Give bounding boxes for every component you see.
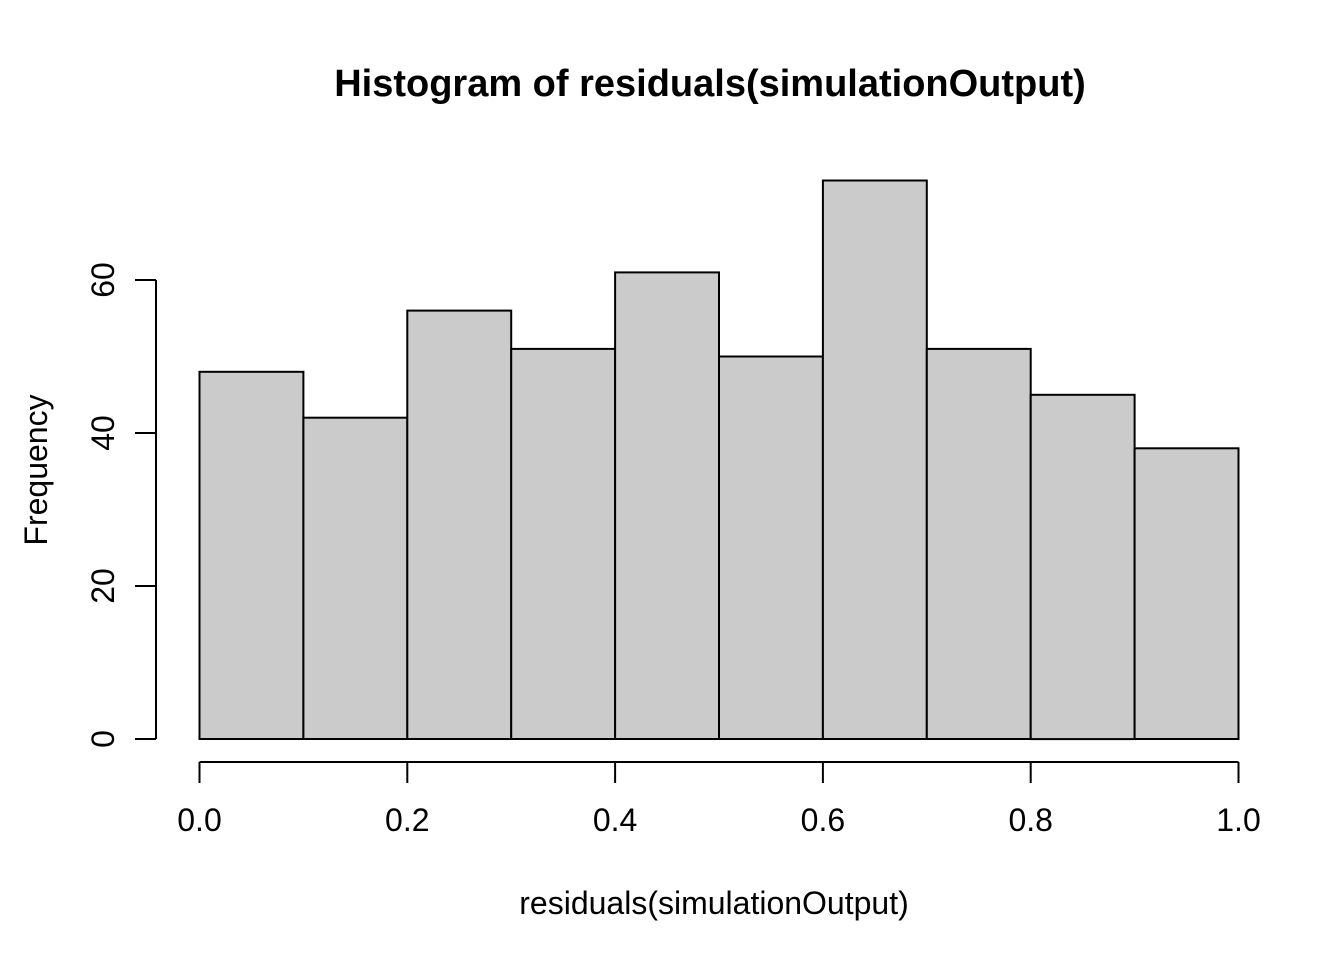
bars-group [198,179,1240,741]
y-axis-label: Frequency [18,394,54,545]
x-tick-label: 0.0 [177,802,221,838]
histogram-bar [1133,447,1240,740]
x-axis-label: residuals(simulationOutput) [519,885,909,921]
histogram-bar [302,416,409,740]
x-tick-label: 0.8 [1008,802,1052,838]
x-tick-label: 1.0 [1216,802,1260,838]
y-tick-label: 0 [85,730,121,748]
x-tick-label: 0.4 [593,802,637,838]
histogram-bar [821,179,928,740]
x-tick-label: 0.2 [385,802,429,838]
y-tick-label: 20 [85,568,121,604]
histogram-bar [406,309,513,740]
y-tick-label: 60 [85,262,121,298]
histogram-bar [198,370,305,740]
histogram-bar [718,355,824,740]
histogram-bar [925,347,1032,740]
x-tick-label: 0.6 [801,802,845,838]
y-tick-label: 40 [85,415,121,451]
histogram-bar [1029,393,1136,741]
axes-group: 0 20 40 60 0.0 0.2 0.4 0.6 0.8 1.0 [85,262,1261,838]
histogram-bar [614,271,720,740]
histogram-bar [510,347,617,740]
chart-title: Histogram of residuals(simulationOutput) [334,63,1086,105]
